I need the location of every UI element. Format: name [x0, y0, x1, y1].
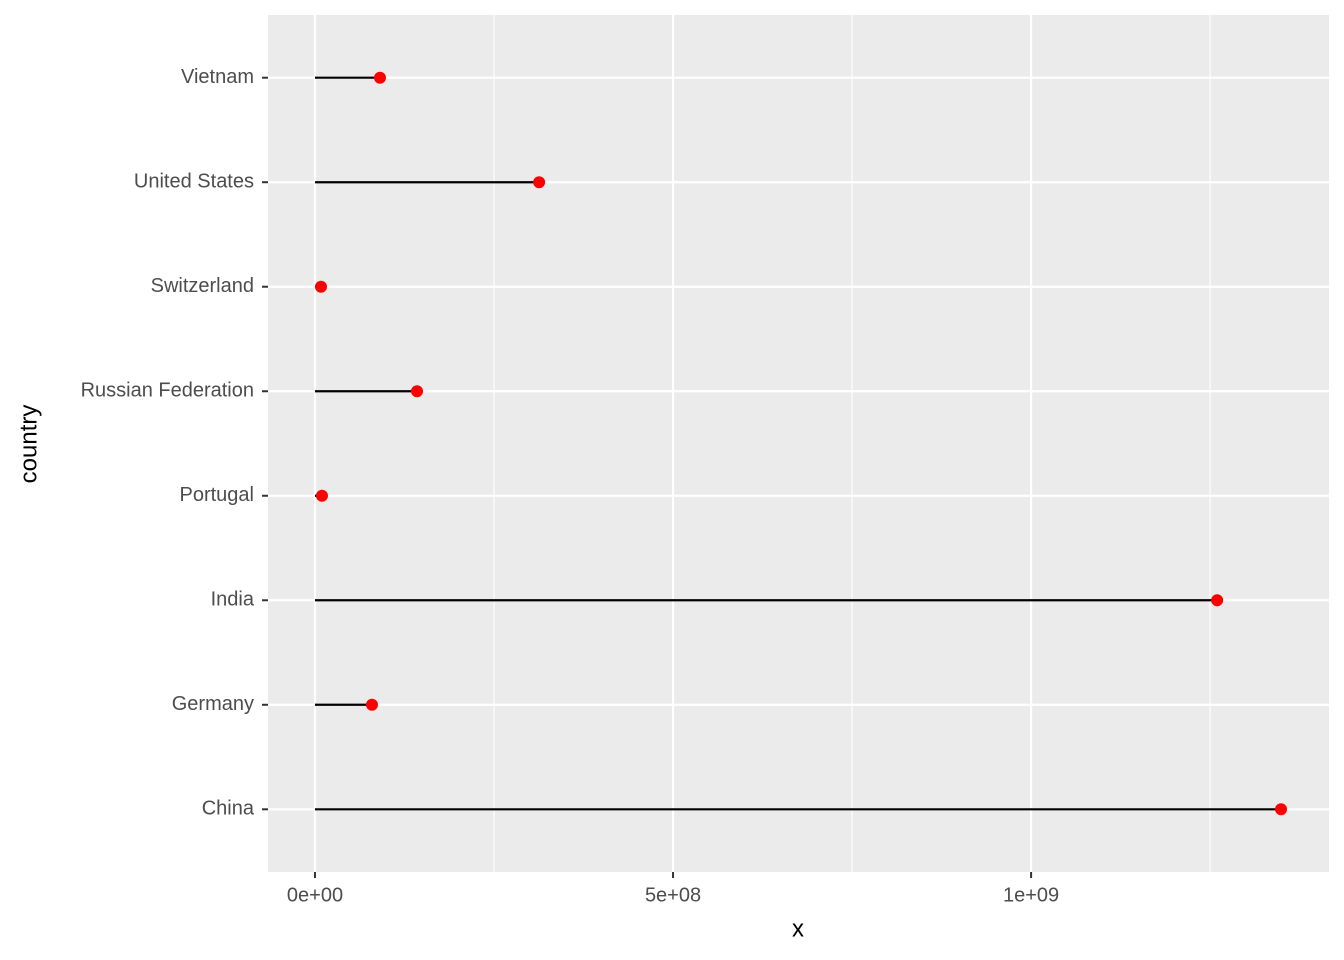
y-tick-label: Switzerland: [151, 275, 254, 297]
point: [314, 280, 327, 293]
x-axis-title: x: [792, 915, 804, 942]
point: [365, 698, 378, 711]
point: [1275, 803, 1288, 816]
y-axis-title: country: [15, 405, 42, 484]
point: [374, 71, 387, 84]
y-tick-label: Russian Federation: [81, 380, 254, 402]
y-tick-label: Portugal: [180, 484, 255, 506]
y-tick-label: Vietnam: [181, 66, 254, 88]
y-tick-label: Germany: [172, 693, 254, 715]
x-tick-label: 5e+08: [645, 884, 701, 906]
x-tick-label: 1e+09: [1003, 884, 1059, 906]
point: [315, 489, 328, 502]
y-tick-label: China: [202, 798, 255, 820]
y-tick-label: India: [211, 589, 255, 611]
point: [1211, 594, 1224, 607]
panel: [268, 15, 1329, 872]
x-tick-label: 0e+00: [287, 884, 343, 906]
y-tick-label: United States: [134, 171, 254, 193]
point: [411, 385, 424, 398]
point: [533, 176, 546, 189]
